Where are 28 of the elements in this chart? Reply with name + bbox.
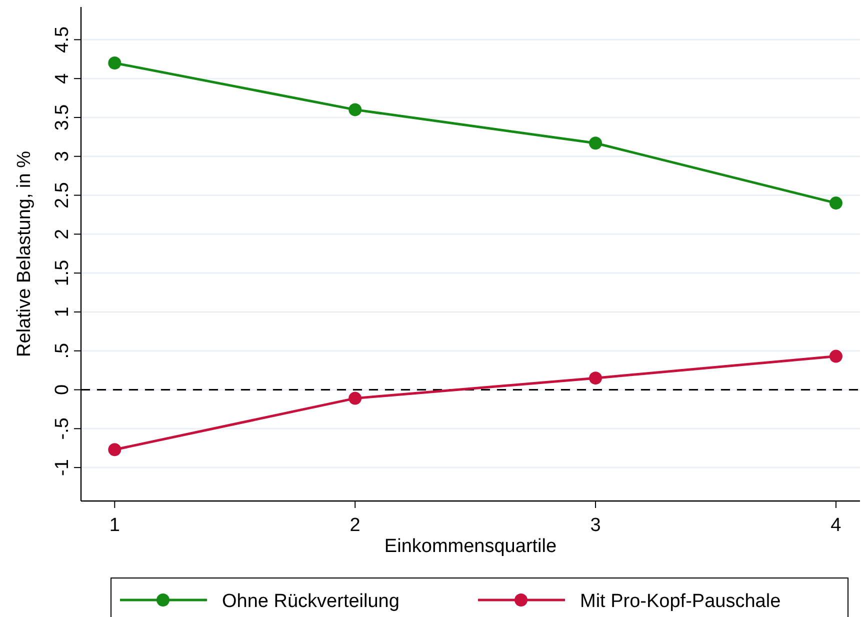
y-axis-title: Relative Belastung, in %: [14, 150, 35, 357]
y-tick-label: .5: [52, 342, 73, 359]
y-tick-label: 2: [52, 228, 73, 240]
y-tick-label: 2.5: [52, 182, 73, 208]
y-tick-label: 4: [52, 72, 73, 84]
x-tick-label: 2: [350, 515, 360, 536]
x-tick-label: 1: [109, 515, 120, 536]
point: [108, 443, 122, 456]
point: [829, 350, 842, 363]
x-axis-title: Einkommensquartile: [384, 536, 557, 557]
point: [108, 56, 122, 70]
point: [589, 136, 602, 150]
y-tick-label: -1: [52, 459, 73, 476]
x-tick-label: 4: [830, 515, 842, 536]
point: [829, 196, 842, 210]
y-tick-label: 4.5: [52, 26, 73, 53]
point: [589, 372, 602, 385]
legend-label: Mit Pro-Kopf-Pauschale: [580, 591, 781, 612]
y-tick-label: 3.5: [52, 104, 73, 131]
point: [348, 103, 362, 116]
y-tick-label: 1: [52, 306, 73, 318]
x-tick-label: 3: [590, 515, 601, 536]
legend-label: Ohne Rückverteilung: [222, 591, 400, 612]
y-tick-label: 1.5: [52, 260, 73, 286]
y-tick-label: 0: [52, 384, 73, 396]
point: [348, 392, 362, 405]
y-tick-label: -.5: [52, 418, 73, 440]
y-tick-label: 3: [52, 151, 73, 162]
